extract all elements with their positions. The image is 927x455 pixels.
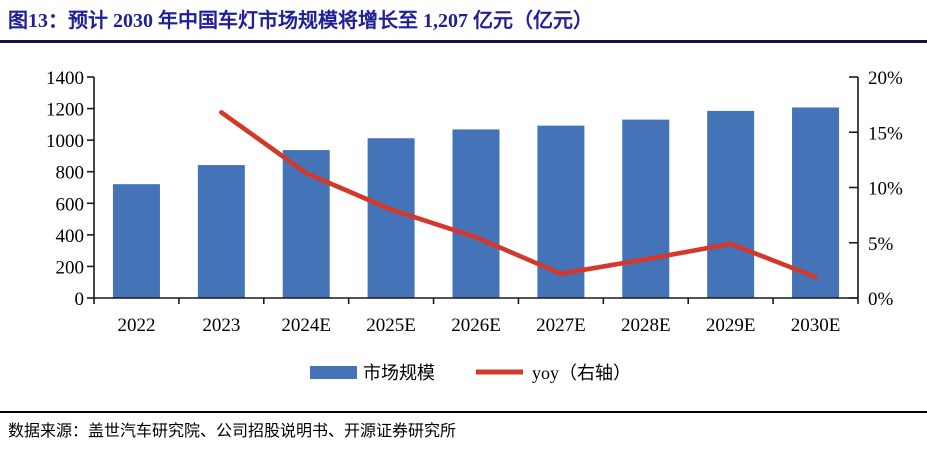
x-label-2023: 2023 (202, 315, 240, 336)
x-label-2026E: 2026E (451, 315, 501, 336)
x-label-2027E: 2027E (536, 315, 586, 336)
bar-2030E (792, 107, 840, 298)
bar-2023 (197, 165, 245, 298)
legend-label-bar: 市场规模 (363, 363, 435, 383)
figure-header: 图13：预计 2030 年中国车灯市场规模将增长至 1,207 亿元（亿元） (0, 0, 927, 43)
source-note: 数据来源：盖世汽车研究院、公司招股说明书、开源证券研究所 (0, 411, 927, 443)
bar-2029E (707, 110, 755, 298)
x-label-2022: 2022 (117, 315, 155, 336)
left-axis-tick-label: 1200 (46, 100, 84, 121)
left-axis-tick-label: 0 (75, 289, 85, 310)
x-label-2024E: 2024E (281, 315, 331, 336)
x-label-2025E: 2025E (366, 315, 416, 336)
right-axis-tick-label: 20% (868, 68, 903, 89)
right-axis-tick-label: 10% (868, 179, 903, 200)
right-axis-tick-label: 5% (868, 234, 894, 255)
left-axis-tick-label: 200 (56, 257, 85, 278)
bar-2026E (452, 129, 500, 298)
right-axis-tick-label: 0% (868, 289, 894, 310)
market-size-yoy-chart: 0 200 400 600 800 1000 1200 1400 0% 5% 10% 15% 20% 20… (46, 68, 903, 383)
left-axis-tick-label: 1000 (46, 131, 84, 152)
bar-2028E (622, 119, 670, 298)
x-label-2028E: 2028E (621, 315, 671, 336)
x-label-2030E: 2030E (791, 315, 841, 336)
x-label-2029E: 2029E (706, 315, 756, 336)
bar-2025E (367, 138, 415, 298)
bar-2022 (112, 184, 160, 298)
left-axis-tick-label: 800 (56, 163, 85, 184)
right-axis-tick-label: 15% (868, 123, 903, 144)
figure-title: 图13：预计 2030 年中国车灯市场规模将增长至 1,207 亿元（亿元） (8, 10, 593, 32)
left-axis-tick-label: 400 (56, 226, 85, 247)
legend-bar-swatch (310, 366, 357, 379)
left-axis-tick-label: 1400 (46, 68, 84, 89)
left-axis-tick-label: 600 (56, 194, 85, 215)
yoy-line (219, 110, 818, 280)
legend-label-line: yoy（右轴） (532, 363, 631, 383)
